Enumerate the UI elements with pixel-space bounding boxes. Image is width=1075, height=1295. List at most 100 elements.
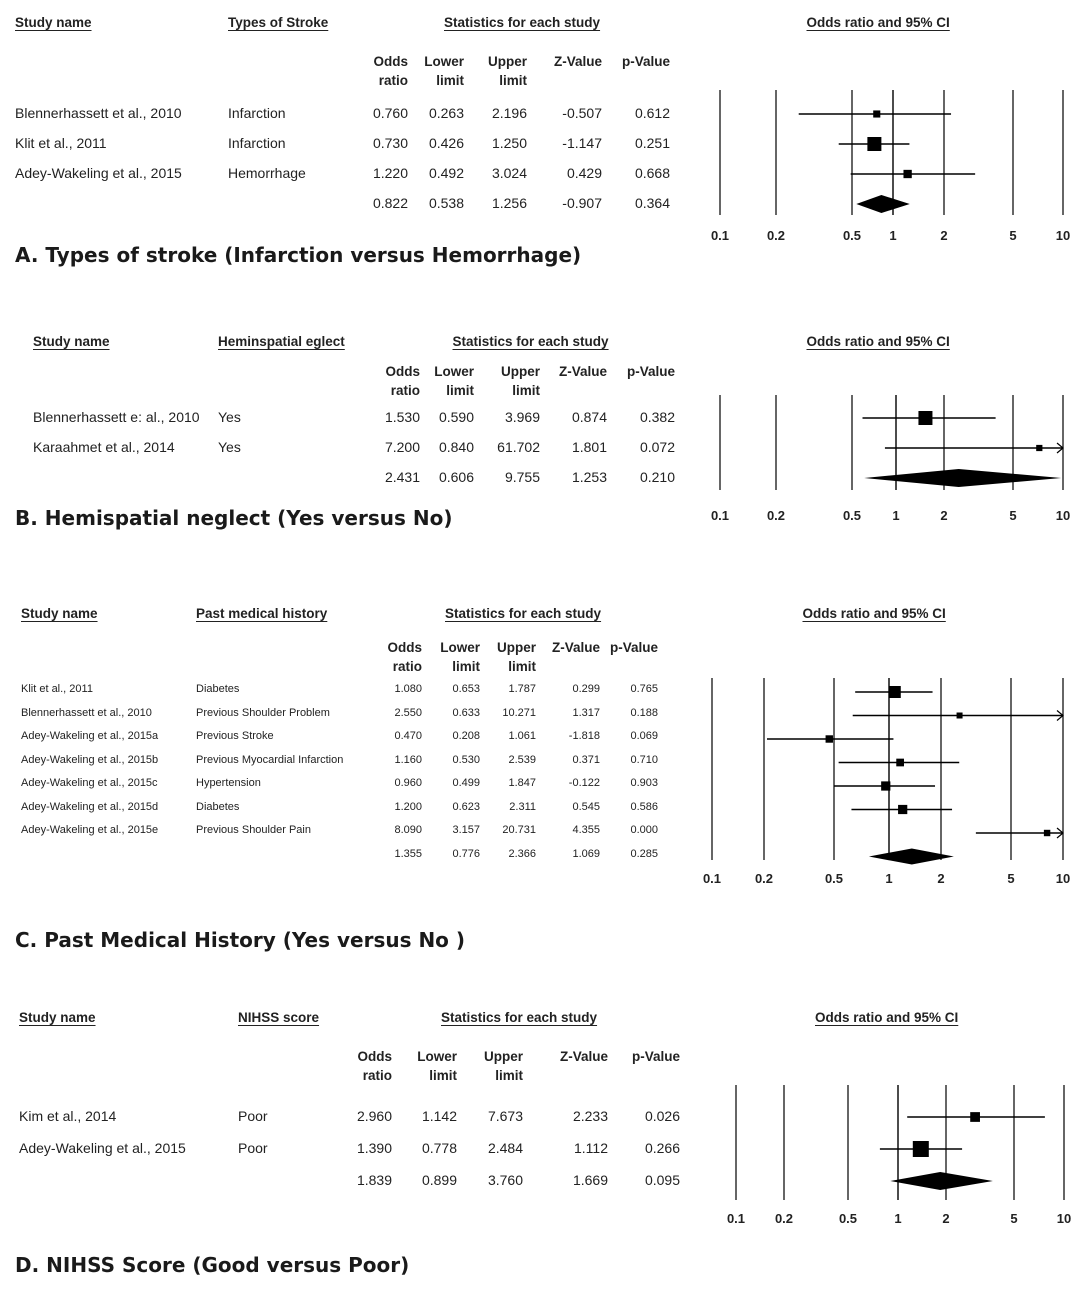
cell-or: 7.200	[384, 439, 420, 455]
pooled-upper: 3.760	[487, 1172, 523, 1188]
study-name: Klit et al., 2011	[15, 135, 107, 151]
x-tick-label: 2	[940, 508, 947, 523]
column-header-or: Odds ratio	[373, 54, 408, 88]
cell-z: 0.545	[572, 800, 600, 813]
study-name: Adey-Wakeling et al., 2015a	[21, 730, 159, 742]
column-header-z: Z-Value	[559, 1049, 608, 1064]
cell-p: 0.382	[639, 409, 675, 425]
cell-or: 1.390	[356, 1140, 392, 1156]
study-name: Klit et al., 2011	[21, 683, 93, 695]
pooled-diamond	[890, 1172, 993, 1190]
point-estimate-square	[881, 781, 891, 791]
plot-header: Odds ratio and 95% CI	[806, 334, 950, 349]
cell-upper: 2.539	[508, 753, 536, 766]
point-estimate-square	[918, 411, 933, 425]
point-estimate-square	[888, 686, 901, 698]
cell-z: -1.147	[562, 135, 602, 151]
cell-or: 2.960	[356, 1108, 392, 1124]
x-tick-label: 1	[885, 871, 892, 886]
cell-lower: 0.530	[452, 753, 480, 766]
column-header-z: Z-Value	[558, 364, 607, 379]
cell-z: 1.112	[574, 1140, 608, 1156]
cell-p: 0.612	[634, 105, 670, 121]
column-header-z: Z-Value	[553, 54, 602, 69]
pooled-or: 1.355	[394, 847, 422, 860]
column-header-upper: Upper limit	[500, 364, 540, 398]
pooled-diamond	[868, 848, 954, 865]
cell-or: 1.530	[384, 409, 420, 425]
x-tick-label: 0.1	[727, 1211, 745, 1226]
cell-upper: 1.061	[508, 730, 536, 742]
x-tick-label: 0.1	[711, 228, 729, 243]
cell-lower: 0.653	[452, 683, 480, 695]
cell-p: 0.586	[630, 800, 658, 813]
column-header-p: p-Value	[621, 54, 670, 69]
forest-plot: 0.1 0.2 0.5 1 2 5 10	[727, 1085, 1071, 1226]
study-group: Yes	[218, 409, 241, 425]
pooled-z: 1.669	[572, 1172, 608, 1188]
cell-lower: 0.623	[452, 800, 480, 813]
cell-upper: 1.250	[491, 135, 527, 151]
cell-z: 0.429	[566, 165, 602, 181]
point-estimate-square	[956, 712, 963, 719]
x-tick-label: 10	[1056, 228, 1070, 243]
x-tick-label: 0.2	[767, 228, 785, 243]
cell-or: 1.160	[394, 753, 422, 766]
pooled-or: 0.822	[372, 195, 408, 211]
cell-lower: 0.263	[428, 105, 464, 121]
cell-or: 1.200	[394, 800, 422, 813]
cell-lower: 0.499	[452, 777, 480, 789]
x-tick-label: 0.5	[843, 228, 861, 243]
pooled-diamond	[856, 195, 910, 213]
point-estimate-square	[1043, 829, 1051, 837]
study-group: Previous Stroke	[196, 730, 274, 742]
pooled-diamond	[864, 469, 1062, 487]
forest-plot: 0.1 0.2 0.5 1 2 5 10	[703, 678, 1070, 886]
x-tick-label: 0.5	[825, 871, 843, 886]
pooled-z: 1.069	[572, 847, 600, 860]
point-estimate-square	[867, 137, 882, 151]
column-header-p: p-Value	[609, 640, 658, 655]
statistics-header: Statistics for each study	[441, 1010, 598, 1025]
column-header-lower: Lower limit	[440, 640, 480, 674]
cell-z: -1.818	[568, 730, 600, 742]
plot-header: Odds ratio and 95% CI	[806, 15, 950, 30]
panel-caption: A. Types of stroke (Infarction versus He…	[15, 243, 582, 267]
cell-upper: 3.024	[491, 165, 527, 181]
study-group: Previous Myocardial Infarction	[196, 753, 344, 766]
plot-header: Odds ratio and 95% CI	[802, 606, 946, 621]
cell-lower: 0.840	[438, 439, 474, 455]
study-group: Yes	[218, 439, 241, 455]
statistics-header: Statistics for each study	[452, 334, 609, 349]
study-name: Adey-Wakeling et al., 2015c	[21, 777, 158, 789]
x-tick-label: 0.5	[843, 508, 861, 523]
x-tick-label: 0.2	[767, 508, 785, 523]
cell-p: 0.903	[630, 777, 658, 789]
cell-or: 2.550	[394, 706, 422, 719]
cell-or: 0.960	[394, 777, 422, 789]
pooled-upper: 2.366	[508, 847, 536, 860]
study-name-header: Study name	[21, 606, 98, 621]
cell-z: 1.801	[571, 439, 607, 455]
cell-upper: 61.702	[497, 439, 540, 455]
x-tick-label: 0.1	[703, 871, 721, 886]
ci-arrow	[1056, 442, 1064, 454]
cell-p: 0.266	[644, 1140, 680, 1156]
cell-upper: 2.484	[487, 1140, 523, 1156]
forest-panel-a: Study name Types of Stroke Statistics for …	[0, 0, 1075, 290]
study-name: Blennerhassett e: al., 2010	[33, 409, 200, 425]
forest-plot: 0.1 0.2 0.5 1 2 5 10	[711, 90, 1070, 243]
study-name-header: Study name	[19, 1010, 96, 1025]
plot-header: Odds ratio and 95% CI	[815, 1010, 959, 1025]
column-header-upper: Upper limit	[496, 640, 536, 674]
study-name: Adey-Wakeling et al., 2015b	[21, 753, 159, 766]
cell-or: 1.080	[394, 683, 422, 695]
point-estimate-square	[896, 758, 904, 767]
cell-upper: 1.787	[508, 683, 536, 695]
x-tick-label: 0.2	[775, 1211, 793, 1226]
panel-caption: B. Hemispatial neglect (Yes versus No)	[15, 506, 453, 530]
study-group: Infarction	[228, 105, 286, 121]
x-tick-label: 0.1	[711, 508, 729, 523]
study-name: Blennerhassett et al., 2010	[15, 105, 182, 121]
x-tick-label: 10	[1056, 508, 1070, 523]
